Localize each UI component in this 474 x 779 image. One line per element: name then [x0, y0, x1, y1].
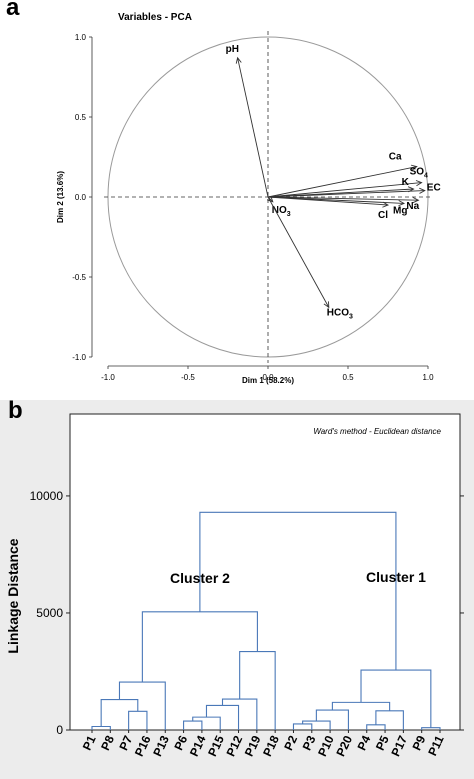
cluster-2-label: Cluster 2 — [170, 570, 230, 586]
vector-label: Mg — [393, 205, 407, 216]
x-axis-label: Dim 1 (58.2%) — [242, 376, 294, 385]
y-axis-ticks: 1.0 0.5 0.0 -0.5 -1.0 — [72, 33, 92, 362]
vector-arrowhead — [266, 195, 274, 203]
vector-arrow-line — [237, 57, 269, 198]
vector-arrowhead — [419, 187, 426, 194]
leaf-label: P9 — [410, 733, 429, 753]
vector-ca: Ca — [267, 152, 418, 198]
y-axis-label: Dim 2 (13.6%) — [56, 171, 65, 223]
vector-arrow-line — [267, 196, 419, 201]
vector-label: NO3 — [272, 205, 291, 218]
vector-label: SO4 — [410, 167, 428, 180]
y-tick-label: 0.0 — [75, 193, 87, 202]
x-tick-label: -0.5 — [181, 373, 195, 382]
leaf-label: P14 — [187, 733, 209, 759]
y-tick-label: -1.0 — [72, 353, 86, 362]
vector-arrow-line — [267, 196, 330, 308]
leaf-label: P8 — [98, 733, 117, 753]
leaf-label: P10 — [315, 733, 337, 759]
y-tick-label: 5000 — [36, 606, 63, 620]
vector-arrow-line — [267, 182, 422, 198]
y-tick-label: 0.5 — [75, 113, 87, 122]
vector-arrowhead — [412, 197, 420, 204]
leaf-label: P19 — [242, 733, 264, 759]
x-tick-label: -1.0 — [101, 373, 115, 382]
leaf-label: P4 — [355, 733, 374, 753]
vector-label: Cl — [378, 210, 388, 221]
leaf-label: P15 — [205, 733, 227, 759]
y-tick-label: 10000 — [30, 489, 64, 503]
vector-label: Na — [406, 201, 419, 212]
vector-arrowhead — [235, 56, 242, 64]
vector-hco3: HCO3 — [267, 196, 353, 320]
leaf-label: P6 — [171, 733, 190, 753]
dendrogram-panel: Ward's method - Euclidean distance 0 5000… — [5, 413, 464, 759]
y-axis-label: Linkage Distance — [5, 538, 21, 653]
vector-so4: SO4 — [267, 167, 428, 198]
y-tick-label: -0.5 — [72, 273, 86, 282]
x-tick-label: 1.0 — [422, 373, 434, 382]
leaf-label: P13 — [150, 733, 172, 759]
vector-arrow-line — [267, 166, 417, 198]
leaf-label: P5 — [373, 733, 392, 753]
vector-ec: EC — [267, 183, 441, 198]
merge-link — [199, 511, 397, 671]
vector-arrowhead — [382, 201, 390, 208]
x-tick-label: 0.5 — [342, 373, 354, 382]
leaf-label: P20 — [333, 733, 355, 759]
y-tick-label: 1.0 — [75, 33, 87, 42]
vector-arrowhead — [410, 164, 418, 171]
panel-letter-b: b — [8, 397, 23, 424]
vector-label: K — [402, 177, 410, 188]
vector-ph: pH — [226, 44, 269, 198]
dendrogram-frame — [69, 413, 461, 731]
method-annotation: Ward's method - Euclidean distance — [313, 427, 441, 436]
vector-label: Ca — [389, 152, 402, 163]
leaf-label: P1 — [80, 733, 99, 753]
pca-panel: Variables - PCA -1.0 -0.5 0.0 0.5 1.0 1.0 0.5… — [56, 12, 441, 385]
leaf-label: P2 — [281, 733, 300, 753]
vector-label: HCO3 — [327, 307, 353, 320]
vector-arrowhead — [398, 200, 406, 207]
leaf-label: P18 — [260, 733, 282, 759]
leaf-label: P17 — [388, 733, 410, 759]
x-tick-label: 0.0 — [262, 373, 274, 382]
leaf-label: P7 — [116, 733, 135, 753]
x-axis-ticks: -1.0 -0.5 0.0 0.5 1.0 — [101, 366, 434, 382]
leaf-label: P11 — [425, 733, 447, 758]
leaf-label: P3 — [300, 733, 319, 753]
vector-no3: NO3 — [266, 195, 291, 218]
y-axis-ticks: 0 5000 10000 — [30, 489, 464, 737]
leaf-label: P12 — [224, 733, 246, 759]
vector-arrow-line — [267, 196, 389, 206]
y-tick-label: 0 — [56, 723, 63, 737]
vector-label: pH — [226, 44, 239, 55]
vector-arrowhead — [323, 301, 330, 309]
leaf-label: P16 — [132, 733, 154, 759]
pca-title: Variables - PCA — [118, 12, 192, 23]
vector-arrow-line — [267, 190, 425, 198]
cluster-1-label: Cluster 1 — [366, 569, 426, 585]
vector-arrowhead — [415, 180, 423, 187]
vector-label: EC — [427, 183, 441, 194]
dendrogram-links — [91, 511, 441, 730]
vector-cl: Cl — [267, 196, 390, 221]
panel-letter-a: a — [6, 0, 20, 21]
vector-na: Na — [267, 196, 420, 212]
